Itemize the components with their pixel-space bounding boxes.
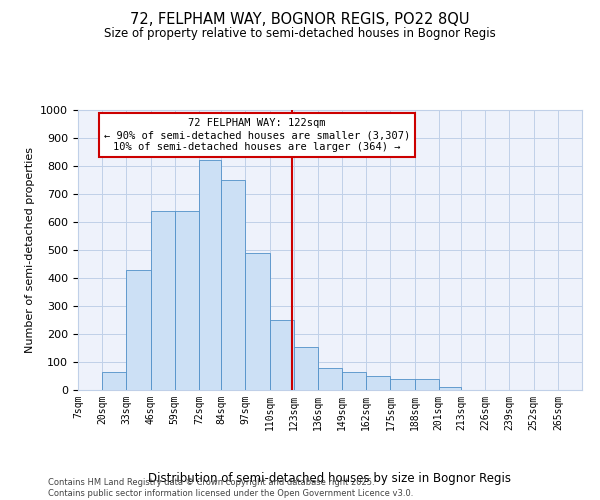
Bar bbox=[415, 379, 439, 390]
Bar bbox=[245, 253, 269, 390]
Bar bbox=[342, 372, 366, 390]
Y-axis label: Number of semi-detached properties: Number of semi-detached properties bbox=[25, 147, 35, 353]
Text: 72 FELPHAM WAY: 122sqm
← 90% of semi-detached houses are smaller (3,307)
10% of : 72 FELPHAM WAY: 122sqm ← 90% of semi-det… bbox=[104, 118, 410, 152]
Bar bbox=[175, 211, 199, 390]
Bar bbox=[294, 346, 318, 390]
Bar bbox=[151, 211, 175, 390]
Bar bbox=[127, 270, 151, 390]
Bar bbox=[269, 320, 294, 390]
Bar bbox=[221, 180, 245, 390]
Bar bbox=[366, 376, 391, 390]
Bar bbox=[439, 387, 461, 390]
X-axis label: Distribution of semi-detached houses by size in Bognor Regis: Distribution of semi-detached houses by … bbox=[149, 472, 511, 485]
Text: Contains HM Land Registry data © Crown copyright and database right 2025.
Contai: Contains HM Land Registry data © Crown c… bbox=[48, 478, 413, 498]
Bar bbox=[391, 379, 415, 390]
Bar bbox=[318, 368, 342, 390]
Text: Size of property relative to semi-detached houses in Bognor Regis: Size of property relative to semi-detach… bbox=[104, 28, 496, 40]
Bar bbox=[102, 372, 127, 390]
Bar bbox=[199, 160, 221, 390]
Text: 72, FELPHAM WAY, BOGNOR REGIS, PO22 8QU: 72, FELPHAM WAY, BOGNOR REGIS, PO22 8QU bbox=[130, 12, 470, 28]
